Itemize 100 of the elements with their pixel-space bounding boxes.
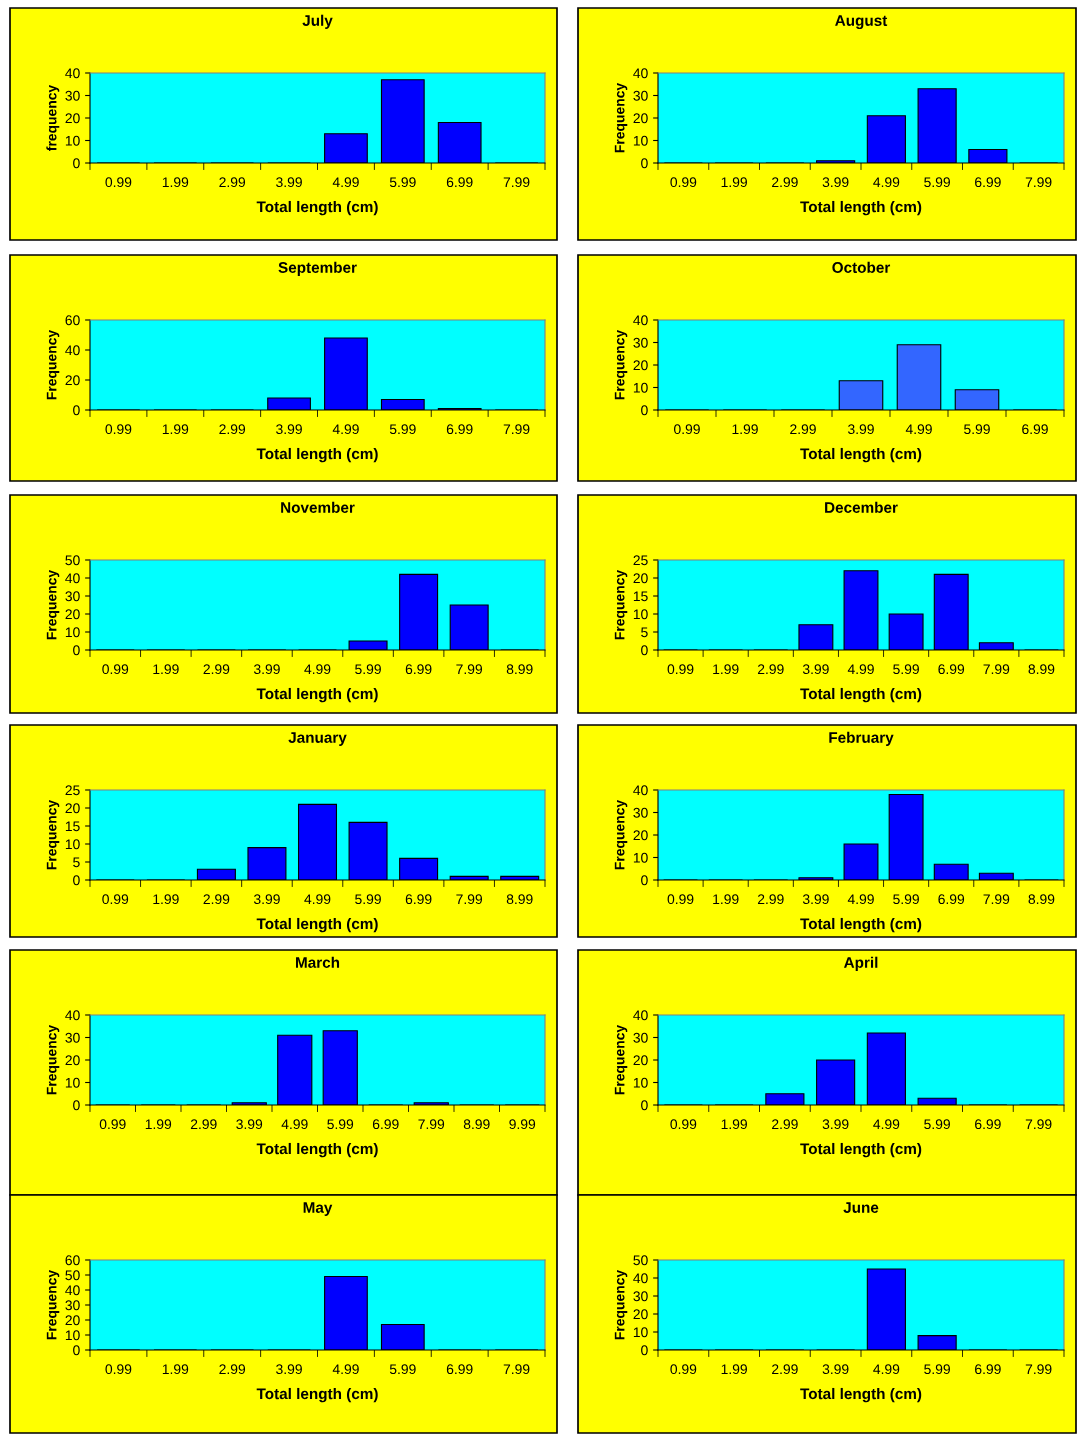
y-tick-label: 20 — [65, 113, 80, 124]
y-tick-label: 10 — [65, 135, 80, 146]
y-tick-label: 60 — [65, 315, 80, 326]
y-tick-label: 10 — [65, 627, 80, 638]
x-tick-label: 4.99 — [332, 177, 359, 188]
y-tick-label: 0 — [73, 158, 80, 169]
x-tick-label: 5.99 — [355, 664, 381, 675]
x-tick-label: 3.99 — [276, 424, 302, 435]
x-tick-label: 3.99 — [236, 1119, 263, 1130]
x-tick-label: 1.99 — [732, 424, 758, 435]
x-tick-label: 1.99 — [153, 894, 179, 905]
y-tick-label: 40 — [65, 1285, 80, 1296]
y-tick-label: 60 — [65, 1255, 80, 1266]
y-tick-label: 30 — [633, 337, 648, 348]
y-axis-title: frequency — [46, 84, 60, 151]
x-tick-label: 0.99 — [670, 1364, 697, 1375]
y-axis-title: Frequency — [46, 1269, 60, 1340]
y-tick-label: 10 — [633, 609, 648, 620]
x-tick-label: 4.99 — [304, 664, 331, 675]
y-tick-label: 20 — [65, 803, 80, 814]
x-tick-label: 2.99 — [190, 1119, 217, 1130]
x-tick-label: 1.99 — [721, 1119, 747, 1130]
x-tick-label: 9.99 — [509, 1119, 536, 1130]
x-tick-label: 8.99 — [506, 664, 533, 675]
x-tick-label: 6.99 — [975, 1364, 1001, 1375]
y-tick-label: 0 — [73, 405, 80, 416]
x-tick-label: 3.99 — [802, 664, 829, 675]
x-axis-title: Total length (cm) — [256, 447, 378, 463]
x-axis-title: Total length (cm) — [800, 447, 922, 463]
y-tick-label: 30 — [633, 90, 648, 101]
x-tick-label: 7.99 — [456, 664, 483, 675]
x-tick-label: 6.99 — [938, 894, 965, 905]
y-tick-label: 5 — [641, 627, 648, 638]
x-tick-label: 6.99 — [405, 894, 432, 905]
y-tick-label: 0 — [641, 158, 648, 169]
x-tick-label: 8.99 — [506, 894, 533, 905]
y-tick-label: 30 — [633, 1032, 648, 1043]
y-axis-title: Frequency — [614, 799, 628, 870]
y-tick-label: 0 — [641, 1345, 648, 1356]
x-tick-label: 2.99 — [757, 894, 784, 905]
y-tick-label: 0 — [73, 1100, 80, 1111]
x-tick-label: 4.99 — [304, 894, 331, 905]
y-tick-label: 0 — [73, 1345, 80, 1356]
y-tick-label: 0 — [73, 875, 80, 886]
x-tick-label: 6.99 — [975, 177, 1001, 188]
x-tick-label: 6.99 — [975, 1119, 1001, 1130]
x-tick-label: 6.99 — [446, 177, 473, 188]
x-tick-label: 8.99 — [1028, 894, 1055, 905]
x-tick-label: 4.99 — [905, 424, 932, 435]
x-tick-label: 4.99 — [332, 1364, 359, 1375]
x-tick-label: 6.99 — [938, 664, 965, 675]
x-tick-label: 5.99 — [893, 664, 919, 675]
x-tick-label: 8.99 — [463, 1119, 490, 1130]
y-tick-label: 50 — [65, 1270, 80, 1281]
chart-title: May — [303, 1202, 333, 1216]
x-tick-label: 2.99 — [772, 1119, 798, 1130]
chart-title: September — [278, 261, 357, 276]
x-tick-label: 3.99 — [822, 177, 849, 188]
y-tick-label: 0 — [641, 875, 648, 886]
y-axis-title: Frequency — [614, 569, 628, 640]
x-tick-label: 7.99 — [503, 424, 530, 435]
chart-title: November — [281, 501, 355, 513]
x-tick-label: 6.99 — [446, 424, 473, 435]
y-tick-label: 20 — [65, 609, 80, 620]
x-tick-label: 4.99 — [847, 894, 874, 905]
x-tick-label: 0.99 — [674, 424, 700, 435]
x-axis-title: Total length (cm) — [256, 1387, 378, 1403]
y-tick-label: 30 — [65, 90, 80, 101]
x-tick-label: 5.99 — [924, 1119, 950, 1130]
y-tick-label: 0 — [641, 1100, 648, 1111]
x-tick-label: 2.99 — [219, 424, 246, 435]
x-tick-label: 6.99 — [372, 1119, 399, 1130]
x-tick-label: 7.99 — [456, 894, 483, 905]
x-axis-title: Total length (cm) — [800, 1142, 922, 1158]
x-tick-label: 2.99 — [219, 1364, 246, 1375]
x-tick-label: 0.99 — [102, 664, 129, 675]
x-tick-label: 1.99 — [713, 894, 739, 905]
y-tick-label: 20 — [633, 573, 648, 584]
x-tick-label: 5.99 — [924, 1364, 950, 1375]
x-axis-title: Total length (cm) — [800, 1387, 922, 1403]
y-tick-label: 15 — [633, 591, 648, 602]
x-axis-title: Total length (cm) — [800, 917, 922, 933]
x-tick-label: 0.99 — [667, 894, 694, 905]
y-tick-label: 50 — [65, 555, 80, 566]
x-tick-label: 4.99 — [873, 177, 900, 188]
x-axis-title: Total length (cm) — [256, 917, 378, 933]
y-axis-title: Frequency — [614, 82, 628, 153]
y-tick-label: 10 — [633, 1327, 648, 1338]
y-tick-label: 10 — [633, 135, 648, 146]
x-tick-label: 7.99 — [1025, 1364, 1052, 1375]
x-tick-label: 0.99 — [105, 424, 132, 435]
y-tick-label: 40 — [633, 68, 648, 79]
x-tick-label: 0.99 — [670, 1119, 697, 1130]
y-tick-label: 20 — [633, 113, 648, 124]
x-axis-title: Total length (cm) — [256, 1142, 378, 1158]
x-tick-label: 5.99 — [389, 424, 416, 435]
x-tick-label: 2.99 — [203, 664, 230, 675]
x-tick-label: 6.99 — [405, 664, 432, 675]
y-tick-label: 40 — [633, 315, 648, 326]
x-tick-label: 3.99 — [253, 894, 280, 905]
